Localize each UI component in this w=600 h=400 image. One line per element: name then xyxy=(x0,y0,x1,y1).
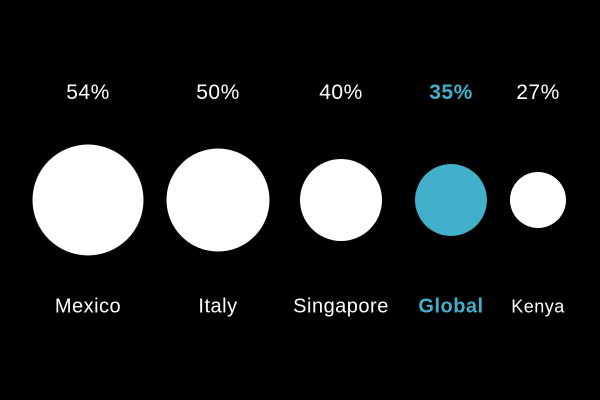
bubble-circle-singapore xyxy=(300,159,382,241)
country-label-mexico: Mexico xyxy=(54,295,122,318)
percent-label-mexico: 54% xyxy=(66,81,110,104)
bubble-circle-italy xyxy=(166,148,270,252)
percent-label-global: 35% xyxy=(429,81,473,104)
bubble-circle-global xyxy=(415,164,487,236)
country-label-singapore: Singapore xyxy=(293,295,389,318)
bubble-circle-mexico xyxy=(32,144,144,256)
percent-label-kenya: 27% xyxy=(516,81,560,104)
percent-label-singapore: 40% xyxy=(319,81,363,104)
country-label-italy: Italy xyxy=(198,295,238,318)
country-label-global: Global xyxy=(418,295,484,318)
percent-label-italy: 50% xyxy=(196,81,240,104)
country-label-kenya: Kenya xyxy=(511,296,565,317)
bubble-circle-kenya xyxy=(510,172,566,228)
